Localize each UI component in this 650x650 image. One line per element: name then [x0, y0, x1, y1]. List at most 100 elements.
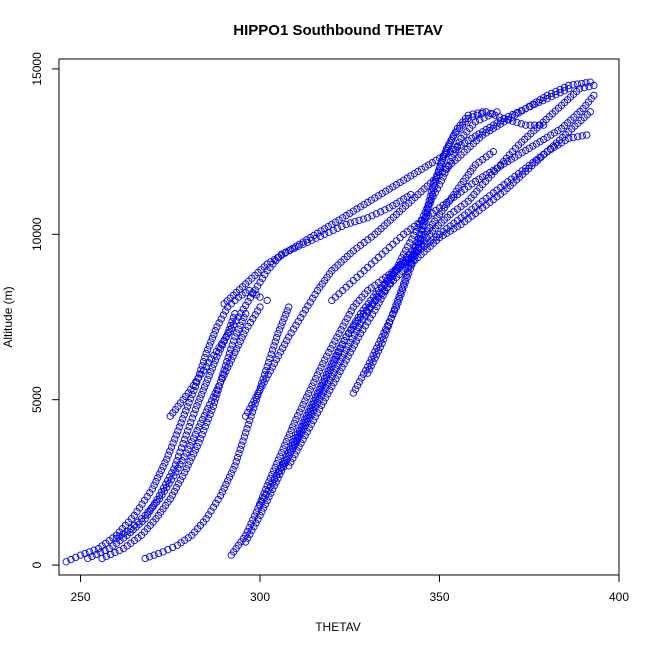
data-point	[569, 133, 577, 142]
data-point	[194, 374, 203, 382]
data-point	[249, 315, 257, 323]
data-point	[457, 141, 465, 149]
data-point	[534, 99, 543, 107]
data-point	[355, 216, 363, 225]
data-point	[189, 450, 198, 458]
data-point	[394, 261, 402, 269]
data-point	[392, 265, 401, 273]
data-point	[552, 87, 560, 96]
data-point	[450, 145, 458, 154]
data-point	[353, 205, 361, 213]
data-point	[183, 403, 192, 411]
data-point	[312, 374, 320, 383]
data-point	[322, 394, 330, 402]
data-point	[345, 310, 353, 319]
data-point	[159, 548, 167, 556]
data-point	[381, 206, 389, 214]
data-point	[277, 463, 286, 472]
data-point	[165, 479, 173, 488]
data-point	[426, 192, 434, 201]
data-point	[522, 146, 530, 155]
data-point	[278, 344, 287, 352]
data-point	[187, 385, 195, 393]
data-point	[383, 284, 391, 292]
data-point	[475, 175, 483, 183]
data-point	[174, 452, 183, 461]
data-point	[405, 263, 413, 272]
data-point	[364, 308, 372, 316]
data-point	[210, 330, 218, 339]
data-point	[390, 269, 399, 277]
data-point	[582, 79, 590, 87]
data-point	[435, 233, 444, 242]
data-point	[171, 435, 179, 443]
data-point	[295, 242, 303, 250]
data-series	[227, 81, 598, 559]
data-point	[403, 174, 411, 182]
data-point	[310, 378, 318, 386]
data-point	[405, 269, 413, 277]
data-point	[172, 431, 180, 439]
data-point	[197, 419, 205, 427]
data-point	[518, 107, 526, 115]
data-point	[475, 130, 483, 138]
data-point	[276, 348, 285, 356]
data-point	[268, 346, 277, 354]
data-point	[166, 447, 174, 455]
data-point	[88, 552, 96, 561]
data-point	[365, 365, 374, 374]
data-point	[373, 350, 381, 359]
data-point	[233, 453, 242, 462]
data-point	[586, 108, 594, 116]
data-point	[246, 405, 254, 413]
data-point	[319, 378, 327, 386]
data-point	[190, 410, 198, 418]
data-point	[430, 180, 438, 188]
data-point	[410, 231, 418, 239]
data-point	[526, 102, 534, 111]
data-point	[344, 352, 352, 360]
data-point	[530, 121, 539, 129]
data-point	[493, 164, 501, 172]
data-point	[211, 327, 220, 335]
data-point	[427, 188, 435, 196]
data-point	[204, 511, 213, 519]
data-point	[262, 490, 270, 498]
data-point	[244, 420, 253, 429]
data-point	[359, 370, 368, 378]
data-point	[287, 426, 295, 435]
data-point	[261, 270, 269, 279]
data-point	[182, 449, 190, 457]
data-point	[244, 408, 252, 417]
data-point	[256, 303, 264, 311]
y-axis-label: Altitude (m)	[1, 286, 15, 347]
data-point	[486, 123, 494, 132]
data-point	[330, 379, 338, 387]
data-point	[242, 310, 250, 318]
data-point	[482, 129, 490, 137]
data-point	[418, 222, 427, 230]
data-point	[242, 301, 250, 310]
data-point	[482, 108, 490, 116]
data-point	[292, 415, 300, 424]
data-point	[390, 305, 399, 314]
data-point	[221, 362, 230, 370]
data-point	[216, 345, 225, 353]
data-point	[294, 412, 302, 420]
data-point	[218, 488, 226, 496]
data-point	[507, 113, 515, 122]
data-point	[413, 238, 421, 247]
data-point	[514, 151, 523, 159]
data-point	[145, 553, 154, 561]
data-point	[182, 465, 191, 473]
data-point	[219, 311, 228, 319]
data-point	[260, 378, 268, 386]
data-point	[237, 309, 245, 317]
data-point	[309, 294, 317, 302]
data-point	[159, 463, 167, 471]
data-point	[404, 267, 412, 276]
data-point	[275, 467, 283, 476]
data-point	[283, 336, 291, 345]
data-point	[539, 97, 547, 105]
